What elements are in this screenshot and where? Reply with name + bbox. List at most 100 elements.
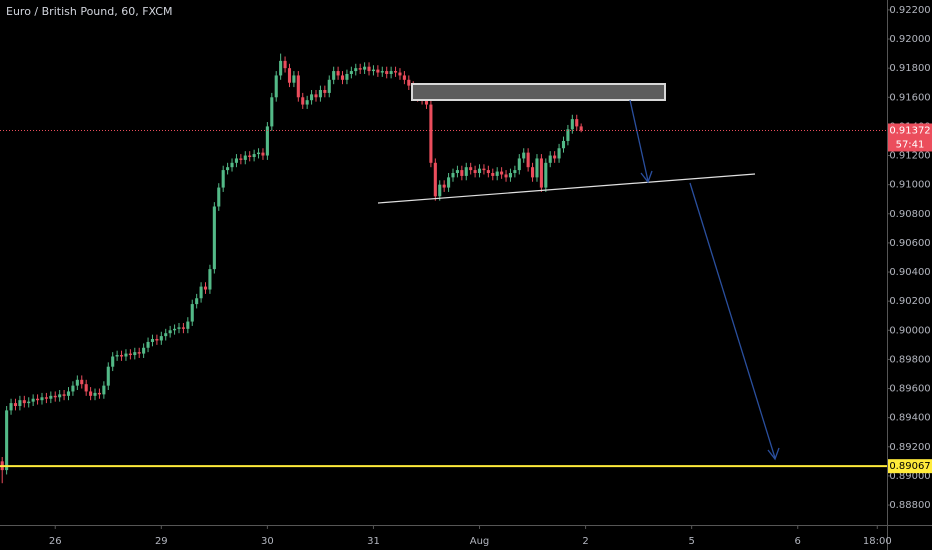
candle-body: [460, 170, 464, 176]
candle-body: [9, 403, 13, 411]
candle-body: [385, 71, 389, 74]
candle-body: [195, 298, 199, 305]
y-tick-label: 0.91200: [889, 151, 930, 162]
candle-body: [128, 353, 132, 356]
candle-body: [181, 327, 185, 329]
candle-body: [212, 206, 216, 270]
arrow: [689, 182, 776, 459]
candle-body: [575, 119, 579, 127]
candle-body: [464, 167, 468, 176]
candle-body: [203, 286, 208, 290]
candle-body: [407, 79, 411, 86]
candle-body: [190, 304, 194, 322]
x-tick-label: 18:00: [863, 536, 892, 547]
candle-body: [314, 94, 318, 98]
candle-body: [561, 140, 566, 149]
x-tick-label: 26: [49, 536, 62, 547]
candle-body: [287, 68, 292, 83]
candle-body: [504, 174, 508, 178]
resistance-zone: [411, 83, 666, 101]
candle-body: [40, 397, 44, 401]
candle-body: [380, 71, 384, 73]
candle-body: [522, 152, 526, 159]
y-tick-label: 0.89000: [889, 471, 930, 482]
y-tick-label: 0.90600: [889, 238, 930, 249]
candle-body: [142, 347, 146, 354]
candle-body: [557, 148, 561, 159]
candle-body: [433, 162, 437, 197]
x-tick-label: 2: [582, 536, 588, 547]
candle-body: [62, 394, 66, 396]
price-label-box: [888, 459, 932, 474]
trend-line: [377, 173, 756, 204]
y-tick-label: 0.91000: [889, 180, 930, 191]
candle-body: [283, 60, 287, 69]
y-tick-label: 0.91600: [889, 92, 930, 103]
countdown: 57:41: [896, 139, 925, 150]
candle-body: [31, 398, 35, 402]
candle-body: [155, 339, 159, 341]
candle-body: [248, 155, 252, 157]
candle-body: [256, 152, 261, 155]
candle-body: [159, 336, 163, 341]
candle-body: [119, 355, 124, 357]
candle-body: [579, 126, 583, 131]
candle-body: [367, 66, 371, 72]
candle-body: [115, 355, 119, 357]
candle-body: [296, 75, 300, 98]
y-tick-label: 0.89200: [889, 442, 930, 453]
x-tick-label: 29: [155, 536, 168, 547]
arrow-head: [767, 447, 780, 461]
candle-body: [539, 158, 543, 188]
candle-body: [58, 394, 62, 398]
candle-body: [389, 71, 393, 74]
y-tick-label: 0.90400: [889, 267, 930, 278]
candle-body: [531, 167, 535, 178]
candle-body: [274, 75, 278, 98]
candle-body: [301, 97, 305, 105]
candle-body: [36, 398, 40, 401]
candle-body: [402, 75, 406, 80]
last-price-label: 0.91372: [889, 125, 930, 136]
candle-body: [305, 100, 309, 105]
candle-body: [486, 170, 490, 174]
candle-body: [208, 269, 212, 290]
candle-body: [44, 397, 48, 399]
x-tick-label: 30: [261, 536, 274, 547]
candle-body: [173, 328, 177, 331]
price-label: 0.89067: [889, 461, 930, 472]
candle-body: [394, 71, 398, 73]
candle-body: [491, 173, 495, 176]
candle-body: [544, 162, 548, 188]
candle-body: [84, 384, 88, 392]
candle-body: [75, 379, 79, 386]
candle-body: [398, 72, 402, 76]
candle-body: [97, 392, 101, 395]
candle-body: [438, 184, 442, 197]
candle-body: [243, 155, 247, 160]
candle-body: [535, 158, 539, 178]
candle-body: [186, 321, 190, 329]
drawings: [377, 83, 780, 461]
y-tick-label: 0.89600: [889, 384, 930, 395]
candle-body: [508, 173, 513, 178]
candle-body: [177, 327, 181, 329]
candle-body: [80, 379, 84, 385]
candle-body: [252, 154, 256, 157]
candle-body: [146, 341, 150, 348]
candle-body: [106, 366, 110, 386]
candle-body: [482, 168, 486, 171]
candle-body: [27, 401, 31, 404]
candle-body: [265, 126, 269, 156]
candle-body: [500, 171, 504, 175]
y-tick-label: 0.90800: [889, 209, 930, 220]
candle-body: [332, 71, 336, 80]
candle-body: [495, 171, 499, 176]
arrow: [629, 99, 649, 182]
candle-body: [358, 68, 362, 70]
candle-body: [354, 68, 358, 72]
candle-body: [477, 168, 482, 174]
y-tick-label: 0.90000: [889, 325, 930, 336]
candle-body: [429, 104, 433, 163]
